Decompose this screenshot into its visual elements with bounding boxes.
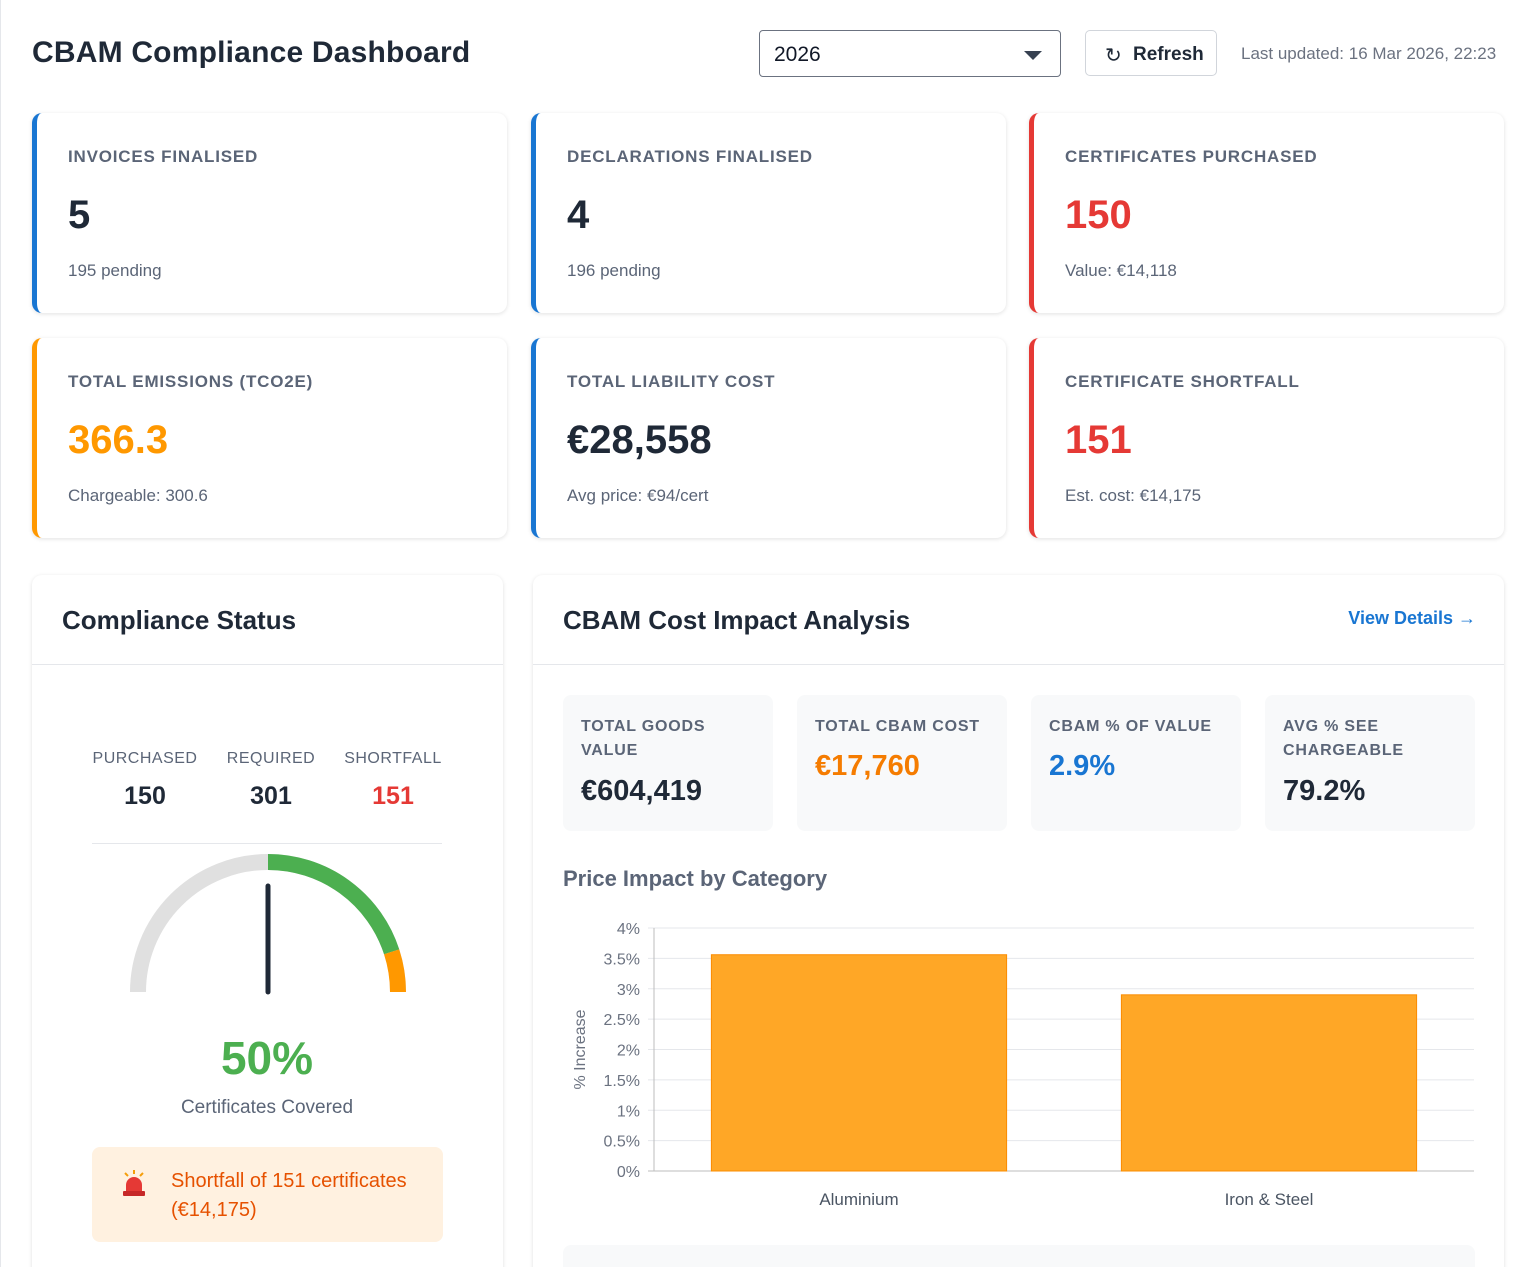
kpi-card-certificates-purchased: Certificates Purchased 150 Value: €14,11… <box>1029 113 1504 313</box>
y-tick-label: 3.5% <box>604 951 640 968</box>
kpi-card-declarations: Declarations Finalised 4 196 pending <box>531 113 1006 313</box>
stat-shortfall: SHORTFALL 151 <box>338 750 448 811</box>
compliance-stats: PURCHASED 150 REQUIRED 301 SHORTFALL 151 <box>92 750 442 844</box>
kpi-card-certificate-shortfall: Certificate Shortfall 151 Est. cost: €14… <box>1029 338 1504 538</box>
kpi-label: Invoices Finalised <box>68 147 259 166</box>
metric-value: 2.9% <box>1049 750 1116 782</box>
stat-purchased: PURCHASED 150 <box>90 750 200 811</box>
last-updated: Last updated: 16 Mar 2026, 22:23 <box>1241 44 1497 63</box>
stat-label: REQUIRED <box>226 750 316 767</box>
refresh-button[interactable]: ↻ Refresh <box>1085 30 1217 76</box>
metric-cbam-percent: CBAM % of Value 2.9% <box>1031 695 1241 831</box>
kpi-card-invoices: Invoices Finalised 5 195 pending <box>32 113 507 313</box>
year-select[interactable]: 2026 <box>759 30 1061 77</box>
cost-impact-panel: CBAM Cost Impact Analysis View Details →… <box>533 575 1504 1267</box>
kpi-sub: Avg price: €94/cert <box>567 486 709 505</box>
y-tick-label: 0.5% <box>604 1134 640 1151</box>
view-details-link[interactable]: View Details → <box>1348 608 1476 628</box>
page-title: CBAM Compliance Dashboard <box>32 36 471 69</box>
kpi-sub: 195 pending <box>68 261 162 280</box>
bar <box>710 954 1008 1172</box>
kpi-sub: Est. cost: €14,175 <box>1065 486 1202 505</box>
compliance-status-panel: Compliance Status PURCHASED 150 REQUIRED… <box>32 575 503 1267</box>
stat-required: REQUIRED 301 <box>216 750 326 811</box>
kpi-sub: 196 pending <box>567 261 661 280</box>
alert-text: Shortfall of 151 certificates (€14,175) <box>171 1170 407 1221</box>
gauge-fill-orange <box>383 949 406 993</box>
header: CBAM Compliance Dashboard 2026 ↻ Refresh… <box>1 0 1536 100</box>
y-tick-label: 0% <box>617 1164 640 1181</box>
metric-label: Total CBAM Cost <box>815 718 980 735</box>
chart-title: Price Impact by Category <box>563 866 828 891</box>
next-section-strip <box>563 1245 1475 1267</box>
kpi-value: 5 <box>68 193 91 237</box>
gauge-fill-green <box>267 854 400 955</box>
year-select-value: 2026 <box>774 43 821 66</box>
metric-label: Avg % SEE Chargeable <box>1283 718 1404 759</box>
kpi-card-total-emissions: Total Emissions (tCO2e) 366.3 Chargeable… <box>32 338 507 538</box>
shortfall-alert: Shortfall of 151 certificates (€14,175) <box>92 1147 443 1242</box>
kpi-value: €28,558 <box>567 418 712 462</box>
metric-label: CBAM % of Value <box>1049 718 1212 735</box>
y-tick-label: 4% <box>617 921 640 938</box>
siren-icon <box>123 1170 145 1196</box>
kpi-label: Certificates Purchased <box>1065 147 1318 166</box>
refresh-label: Refresh <box>1133 44 1204 65</box>
bar <box>1120 994 1418 1172</box>
stat-value: 151 <box>372 782 414 810</box>
coverage-label: Certificates Covered <box>180 1097 354 1118</box>
kpi-label: Declarations Finalised <box>567 147 813 166</box>
kpi-label: Total Emissions (tCO2e) <box>68 372 314 391</box>
metric-avg-see-chargeable: Avg % SEE Chargeable 79.2% <box>1265 695 1475 831</box>
metric-label: Total Goods Value <box>581 718 706 759</box>
chevron-down-icon <box>1024 51 1042 60</box>
metric-value: €604,419 <box>581 775 702 807</box>
y-tick-label: 2.5% <box>604 1012 640 1029</box>
kpi-value: 150 <box>1065 193 1132 237</box>
panel-title: Compliance Status <box>62 605 297 635</box>
kpi-label: Certificate Shortfall <box>1065 372 1300 391</box>
kpi-sub: Value: €14,118 <box>1065 261 1177 280</box>
stat-label: PURCHASED <box>92 750 198 767</box>
panel-title: CBAM Cost Impact Analysis <box>563 605 911 635</box>
metric-total-cbam-cost: Total CBAM Cost €17,760 <box>797 695 1007 831</box>
kpi-value: 151 <box>1065 418 1132 462</box>
y-axis-label: % Increase <box>572 1009 589 1089</box>
metric-value: €17,760 <box>815 750 920 782</box>
y-tick-label: 1.5% <box>604 1073 640 1090</box>
coverage-percent: 50% <box>220 1032 314 1084</box>
kpi-sub: Chargeable: 300.6 <box>68 486 208 505</box>
price-impact-chart: 0% 0.5% 1% 1.5% 2% 2.5% 3% 3.5% 4% % Increase Alum… <box>572 921 1474 1205</box>
stat-value: 301 <box>250 782 292 810</box>
x-tick-label: Iron & Steel <box>1225 1190 1314 1205</box>
kpi-label: Total Liability Cost <box>567 372 776 391</box>
kpi-card-total-liability: Total Liability Cost €28,558 Avg price: … <box>531 338 1006 538</box>
panel-header: CBAM Cost Impact Analysis View Details → <box>533 575 1504 665</box>
coverage-gauge <box>130 854 406 995</box>
y-tick-label: 2% <box>617 1043 640 1060</box>
kpi-value: 366.3 <box>68 418 169 462</box>
kpi-value: 4 <box>567 193 590 237</box>
y-tick-label: 3% <box>617 982 640 999</box>
metric-total-goods-value: Total Goods Value €604,419 <box>563 695 773 831</box>
stat-label: SHORTFALL <box>344 750 442 767</box>
panel-header: Compliance Status <box>32 575 503 665</box>
x-tick-label: Aluminium <box>819 1190 898 1205</box>
y-tick-label: 1% <box>617 1103 640 1120</box>
stat-value: 150 <box>124 782 166 810</box>
metric-value: 79.2% <box>1283 775 1366 807</box>
refresh-icon: ↻ <box>1105 45 1122 67</box>
